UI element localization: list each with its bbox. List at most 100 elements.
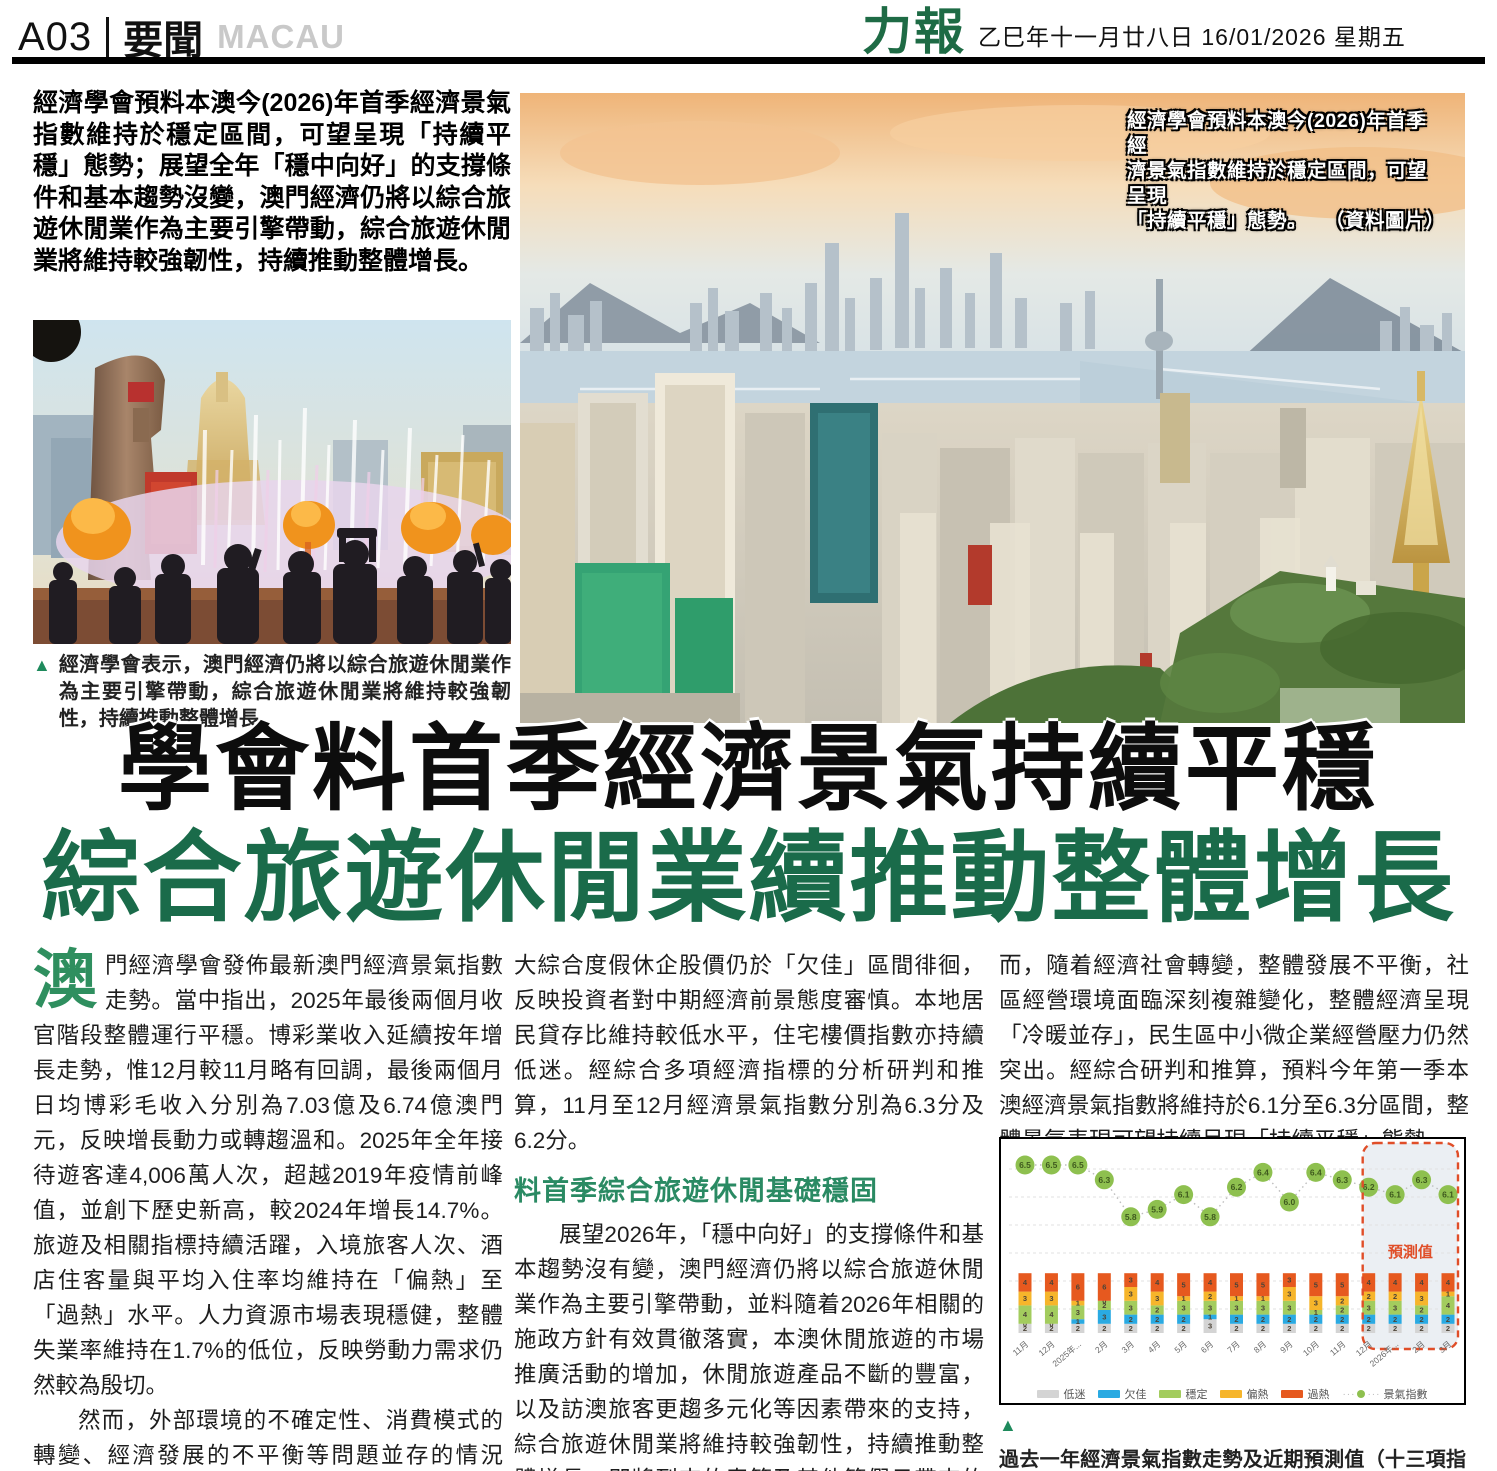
svg-text:3: 3 — [1287, 1276, 1291, 1285]
svg-text:2: 2 — [1102, 1324, 1106, 1333]
svg-text:3: 3 — [1314, 1299, 1318, 1308]
caption-line: 「持續平穩」態勢。 — [1127, 210, 1308, 232]
svg-text:2: 2 — [1287, 1324, 1291, 1333]
svg-text:4: 4 — [1023, 1278, 1028, 1287]
svg-text:4: 4 — [1419, 1278, 1424, 1287]
main-photo-caption: 經濟學會預料本澳今(2026)年首季經 濟景氣指數維持於穩定區間，可望呈現 「持… — [1127, 109, 1445, 234]
legend-label: 過熱 — [1307, 1389, 1330, 1401]
svg-text:8月: 8月 — [1252, 1339, 1269, 1355]
svg-text:3: 3 — [1129, 1276, 1133, 1285]
legend-item: 欠佳 — [1098, 1386, 1146, 1402]
svg-text:4: 4 — [1049, 1278, 1054, 1287]
svg-text:2: 2 — [1129, 1315, 1133, 1324]
legend-item: 穩定 — [1159, 1386, 1207, 1402]
svg-text:4月: 4月 — [1146, 1339, 1163, 1355]
svg-text:3: 3 — [1419, 1294, 1423, 1303]
legend-item: 低迷 — [1037, 1386, 1085, 1402]
legend-swatch — [1098, 1390, 1121, 1398]
legend-label: 穩定 — [1185, 1389, 1208, 1401]
svg-text:3: 3 — [1155, 1294, 1159, 1303]
svg-text:2: 2 — [1446, 1324, 1450, 1333]
page-number: A03 — [18, 14, 93, 59]
svg-text:2: 2 — [1446, 1315, 1450, 1324]
svg-text:2: 2 — [1049, 1324, 1053, 1333]
chart-caption: ▲ 過去一年經濟景氣指數走勢及近期預測值（十三項指標）。 （經濟學會圖片） — [999, 1412, 1466, 1471]
lead-paragraph: 經濟學會預料本澳今(2026)年首季經濟景氣指數維持於穩定區間，可望呈現「持續平… — [33, 89, 511, 275]
svg-text:3: 3 — [1367, 1303, 1371, 1312]
section-subhead: 料首季綜合旅遊休閒基礎穩固 — [514, 1176, 878, 1206]
svg-text:5.8: 5.8 — [1125, 1212, 1137, 1222]
svg-text:1: 1 — [1076, 1317, 1080, 1326]
svg-text:2: 2 — [1419, 1315, 1423, 1324]
svg-text:2: 2 — [1314, 1324, 1318, 1333]
caption-line: 經濟學會預料本澳今(2026)年首季經 — [1127, 110, 1427, 157]
legend-swatch — [1281, 1390, 1304, 1398]
svg-text:2: 2 — [1419, 1324, 1423, 1333]
svg-text:6.4: 6.4 — [1257, 1167, 1269, 1177]
svg-text:6: 6 — [1076, 1283, 1080, 1292]
paragraph-1-text: 門經濟學會發佈最新澳門經濟景氣指數走勢。當中指出，2025年最後兩個月收官階段整… — [33, 953, 503, 1398]
svg-text:4: 4 — [1023, 1310, 1028, 1319]
left-photo-caption-text: 經濟學會表示，澳門經濟仍將以綜合旅遊休閒業作為主要引擎帶動，綜合旅遊休閒業將維持… — [58, 654, 511, 730]
legend-item: 過熱 — [1281, 1386, 1329, 1402]
cityscape-photo: 經濟學會預料本澳今(2026)年首季經 濟景氣指數維持於穩定區間，可望呈現 「持… — [520, 93, 1465, 723]
svg-text:1: 1 — [1076, 1299, 1080, 1308]
legend-swatch — [1159, 1390, 1182, 1398]
svg-text:2: 2 — [1208, 1292, 1212, 1301]
chart-canvas: 2043420434213162320622333222342231531324… — [1009, 1141, 1460, 1369]
svg-text:0: 0 — [1049, 1319, 1053, 1328]
svg-text:3: 3 — [1287, 1303, 1291, 1312]
section-title-en: MACAU — [217, 18, 345, 55]
svg-text:2: 2 — [1023, 1324, 1027, 1333]
svg-text:3: 3 — [1234, 1303, 1238, 1312]
header-rule — [12, 57, 1485, 64]
svg-text:5.9: 5.9 — [1151, 1204, 1163, 1214]
svg-text:4: 4 — [1446, 1278, 1451, 1287]
svg-text:2: 2 — [1393, 1315, 1397, 1324]
svg-text:3: 3 — [1208, 1322, 1212, 1331]
svg-text:2: 2 — [1155, 1324, 1159, 1333]
svg-text:2: 2 — [1234, 1315, 1238, 1324]
newspaper-logo: 力報 — [862, 4, 966, 60]
index-dot-icon — [1357, 1390, 1366, 1398]
svg-text:2: 2 — [1367, 1324, 1371, 1333]
svg-text:6.1: 6.1 — [1178, 1190, 1190, 1200]
svg-text:11月: 11月 — [1011, 1339, 1031, 1358]
svg-text:2: 2 — [1393, 1324, 1397, 1333]
svg-text:6.1: 6.1 — [1442, 1190, 1454, 1200]
svg-text:9月: 9月 — [1278, 1339, 1295, 1355]
legend-swatch — [1037, 1390, 1060, 1398]
svg-text:1: 1 — [1446, 1290, 1450, 1299]
svg-text:1: 1 — [1314, 1308, 1318, 1317]
paragraph-3: 展望2026年，「穩中向好」的支撐條件和基本趨勢沒有變，澳門經濟仍將以綜合旅遊休… — [514, 1222, 984, 1471]
svg-text:2: 2 — [1340, 1315, 1344, 1324]
svg-text:3: 3 — [1287, 1290, 1291, 1299]
crowd-silhouettes — [49, 528, 511, 644]
svg-text:1: 1 — [1234, 1294, 1238, 1303]
dateline: 乙巳年十一月廿八日 16/01/2026 星期五 — [978, 24, 1406, 50]
svg-text:6.4: 6.4 — [1310, 1167, 1322, 1177]
svg-text:3: 3 — [1208, 1303, 1212, 1312]
paragraph-3-cont: 而，隨着經濟社會轉變，整體發展不平衡，社區經營環境面臨深刻複雜變化，整體經濟呈現… — [999, 953, 1469, 1153]
svg-text:4: 4 — [1155, 1278, 1160, 1287]
svg-text:2: 2 — [1234, 1324, 1238, 1333]
svg-text:3: 3 — [1393, 1303, 1397, 1312]
svg-text:6.3: 6.3 — [1336, 1175, 1348, 1185]
svg-text:2: 2 — [1393, 1292, 1397, 1301]
legend-label: 景氣指數 — [1383, 1389, 1428, 1401]
svg-text:6.0: 6.0 — [1283, 1197, 1295, 1207]
caption-triangle-icon: ▲ — [33, 655, 51, 675]
svg-text:6.2: 6.2 — [1231, 1182, 1243, 1192]
article-column-2: 大綜合度假休企股價仍於「欠佳」區間徘徊，反映投資者對中期經濟前景態度審慎。本地居… — [514, 948, 984, 1471]
svg-text:2: 2 — [1340, 1306, 1344, 1315]
svg-text:6.3: 6.3 — [1098, 1175, 1110, 1185]
left-photo-caption: ▲ 經濟學會表示，澳門經濟仍將以綜合旅遊休閒業作為主要引擎帶動，綜合旅遊休閒業將… — [33, 652, 511, 733]
svg-text:2月: 2月 — [1093, 1339, 1110, 1355]
svg-text:5: 5 — [1182, 1280, 1186, 1289]
page-header: A03 要聞 MACAU 力報 乙巳年十一月廿八日 16/01/2026 星期五 — [16, 4, 1481, 63]
drop-cap: 澳 — [33, 945, 97, 1016]
svg-text:6.5: 6.5 — [1072, 1160, 1084, 1170]
svg-text:1: 1 — [1261, 1294, 1265, 1303]
